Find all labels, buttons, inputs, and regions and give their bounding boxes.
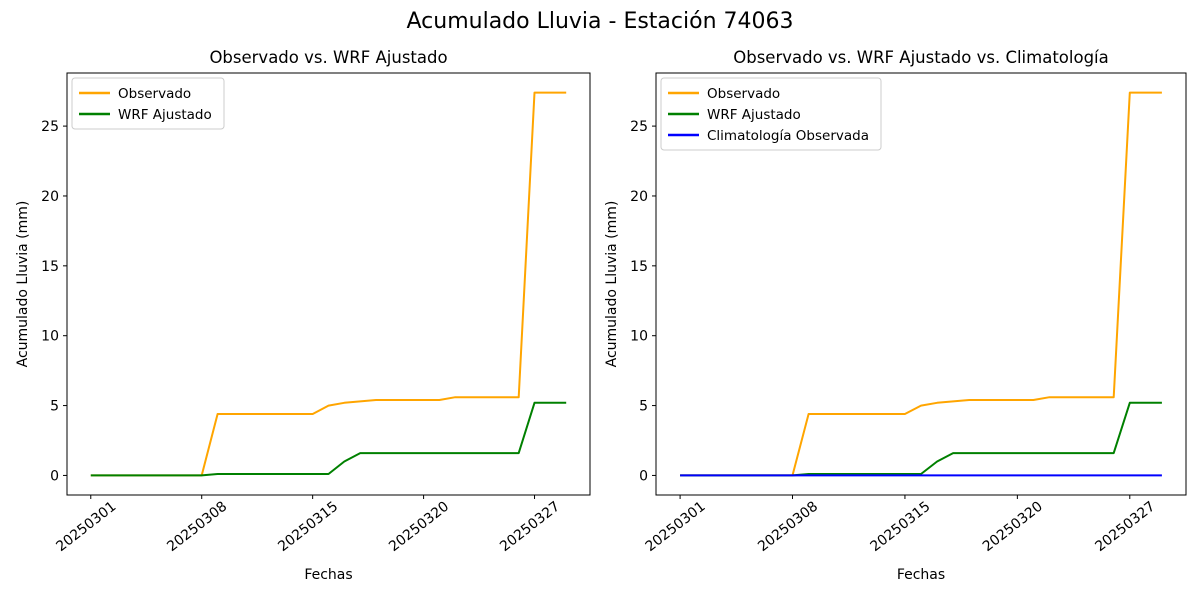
left-x-tick-label: 20250327 [497,499,563,555]
left-x-tick-label: 20250320 [386,499,452,555]
left-legend: Observado WRF Ajustado [71,77,225,130]
right-y-tick-label: 5 [639,399,648,415]
right-x-tick-label: 20250320 [980,499,1046,555]
right-y-tick-label: 0 [639,468,648,484]
right-y-axis: 0 5 10 15 20 25 [630,119,656,484]
right-x-tick-label: 20250301 [643,499,709,555]
left-y-axis: 0 5 10 15 20 25 [41,119,67,484]
left-legend-box [71,77,225,130]
left-y-tick-label: 5 [50,399,59,415]
right-legend-label: Climatología Observada [707,128,869,144]
right-y-tick-label: 25 [630,119,648,135]
right-x-tick-label: 20250315 [867,499,933,555]
right-y-axis-label: Acumulado Lluvia (mm) [604,201,620,368]
left-legend-label: WRF Ajustado [118,107,212,123]
right-x-tick-label: 20250308 [755,499,821,555]
left-y-tick-label: 15 [41,259,59,275]
left-series-line-observado [90,91,567,477]
left-x-axis-label: Fechas [304,567,352,583]
right-y-tick-label: 10 [630,329,648,345]
right-legend-box [660,77,882,151]
left-x-axis: 20250301 20250308 20250315 20250320 20250327 [53,495,563,555]
right-y-tick-label: 20 [630,189,648,205]
left-y-tick-label: 0 [50,468,59,484]
right-legend: Observado WRF Ajustado Climatología Observ… [660,77,882,151]
left-plot-frame [66,72,591,496]
figure-suptitle: Acumulado Lluvia - Estación 74063 [406,9,794,34]
left-x-tick-label: 20250301 [53,499,119,555]
right-series-line-wrf-ajustado [680,401,1162,477]
right-plot-frame [655,72,1187,496]
right-x-axis: 20250301 20250308 20250315 20250320 20250327 [643,495,1158,555]
left-x-tick-label: 20250315 [275,499,341,555]
left-y-tick-label: 10 [41,329,59,345]
left-y-tick-label: 25 [41,119,59,135]
left-x-tick-label: 20250308 [164,499,230,555]
left-series-line-wrf-ajustado [90,401,567,477]
left-y-axis-label: Acumulado Lluvia (mm) [15,201,31,368]
left-y-tick-label: 20 [41,189,59,205]
right-legend-label: Observado [707,86,780,102]
right-x-axis-label: Fechas [897,567,945,583]
left-legend-label: Observado [118,86,191,102]
right-subplot-title: Observado vs. WRF Ajustado vs. Climatolo… [733,48,1109,67]
left-subplot-title: Observado vs. WRF Ajustado [209,48,447,67]
right-y-tick-label: 15 [630,259,648,275]
right-x-tick-label: 20250327 [1092,499,1158,555]
right-legend-label: WRF Ajustado [707,107,801,123]
